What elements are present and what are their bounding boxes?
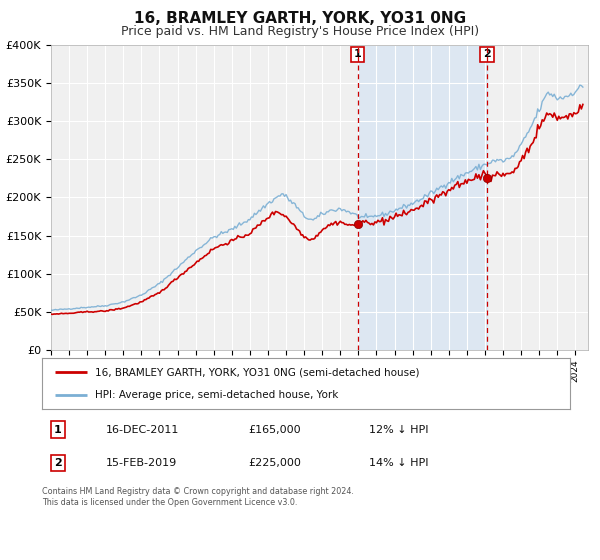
Text: 2: 2	[54, 458, 62, 468]
Text: Price paid vs. HM Land Registry's House Price Index (HPI): Price paid vs. HM Land Registry's House …	[121, 25, 479, 38]
Text: £165,000: £165,000	[248, 424, 301, 435]
Text: Contains HM Land Registry data © Crown copyright and database right 2024.
This d: Contains HM Land Registry data © Crown c…	[42, 487, 354, 507]
Text: £225,000: £225,000	[248, 458, 301, 468]
Text: HPI: Average price, semi-detached house, York: HPI: Average price, semi-detached house,…	[95, 390, 338, 400]
Bar	[358, 45, 487, 350]
Text: 16-DEC-2011: 16-DEC-2011	[106, 424, 179, 435]
Text: 16, BRAMLEY GARTH, YORK, YO31 0NG (semi-detached house): 16, BRAMLEY GARTH, YORK, YO31 0NG (semi-…	[95, 367, 419, 377]
Text: 16, BRAMLEY GARTH, YORK, YO31 0NG: 16, BRAMLEY GARTH, YORK, YO31 0NG	[134, 11, 466, 26]
Text: 2: 2	[483, 49, 491, 59]
Text: 15-FEB-2019: 15-FEB-2019	[106, 458, 176, 468]
Text: 12% ↓ HPI: 12% ↓ HPI	[370, 424, 429, 435]
Text: 14% ↓ HPI: 14% ↓ HPI	[370, 458, 429, 468]
Text: 1: 1	[354, 49, 362, 59]
Text: 1: 1	[54, 424, 62, 435]
